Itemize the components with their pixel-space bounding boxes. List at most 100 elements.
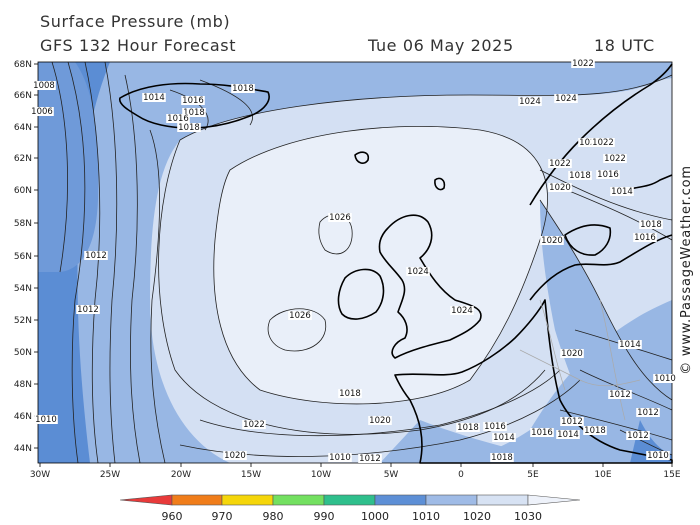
svg-text:1006: 1006 [31,107,53,117]
isobar-label: 1022 [548,159,572,169]
watermark: © www.PassageWeather.com [679,165,694,375]
longitude-axis: 30W 25W 20W 15W 10W 5W 0 5E 10E 15E [30,463,681,480]
isobar-label: 1024 [518,97,542,107]
lat-tick-label: 56N [14,252,32,262]
isobar-label: 1012 [636,408,660,418]
isobar-label: 1012 [76,305,100,315]
colorbar-segment [476,494,529,506]
svg-text:1024: 1024 [451,306,473,316]
svg-text:1024: 1024 [555,94,577,104]
svg-text:1018: 1018 [339,389,361,399]
isobar-label: 1010 [646,451,670,461]
isobar-label: 1024 [578,138,602,148]
svg-text:1018: 1018 [569,171,591,181]
lat-tick-label: 54N [14,284,32,294]
colorbar-segment [171,494,223,506]
isobar-label: 1008 [32,81,56,91]
lon-tick-label: 20W [171,470,191,480]
isobar [84,62,101,463]
svg-text:1016: 1016 [484,422,506,432]
colorbar-tick-label: 980 [263,510,284,523]
isobar [267,308,327,352]
iceland-coast [118,82,270,129]
svg-text:1018: 1018 [232,84,254,94]
isobar [199,369,561,437]
isobar-label: 1020 [223,451,247,461]
isobar-label: 1018 [490,453,514,463]
svg-text:1020: 1020 [369,416,391,426]
svg-text:1018: 1018 [178,123,200,133]
isobar [559,409,672,441]
lat-tick-label: 66N [14,91,32,101]
svg-text:1026: 1026 [289,311,311,321]
colorbar-segment [272,494,325,506]
lon-tick-label: 5W [384,470,399,480]
isobar-label: 1016 [596,170,620,180]
coastlines [118,63,673,464]
lat-tick-label: 52N [14,316,32,326]
isobar-label: 1016 [166,114,190,124]
isobar-label: 1012 [358,454,382,464]
isobar [149,129,166,463]
colorbar-tick-label: 1020 [463,510,491,523]
isobar-label: 1024 [406,267,430,277]
isobar-label: 1026 [288,311,312,321]
isobar-label: 1010 [34,415,58,425]
forecast-time: 18 UTC [594,36,655,55]
great-britain-coast [378,214,482,359]
isobars [51,62,672,463]
pressure-map: 68N66N64N62N60N58N56N54N52N50N48N46N44N … [14,59,681,480]
colorbar-segment [221,494,274,506]
isobar [124,74,141,463]
isobar [158,139,546,435]
border-line [539,299,566,391]
svg-text:1022: 1022 [549,159,571,169]
ireland-coast [337,268,385,320]
isobar-label: 1018 [583,426,607,436]
watermark-text: © www.PassageWeather.com [679,165,694,375]
isobar-label: 1018 [456,423,480,433]
norway-coast [529,63,673,206]
isobar-label: 1018 [177,123,201,133]
svg-text:1026: 1026 [329,213,351,223]
lon-tick-label: 5E [527,470,539,480]
svg-text:1024: 1024 [407,267,429,277]
isobar-label: 1020 [548,183,572,193]
borders [519,299,641,421]
lat-tick-label: 68N [14,60,32,70]
isobar-label: 1010 [328,453,352,463]
svg-text:1008: 1008 [33,81,55,91]
colorbar-segment [425,494,478,506]
colorbar-tick-label: 1000 [361,510,389,523]
isobar-label: 1026 [328,213,352,223]
isobar [51,62,68,273]
svg-text:1014: 1014 [143,93,165,103]
lat-tick-label: 62N [14,154,32,164]
isobar-label: 1022 [591,138,615,148]
svg-text:1014: 1014 [493,433,515,443]
lat-tick-label: 50N [14,348,32,358]
svg-text:1018: 1018 [491,453,513,463]
baltic-coast [529,234,673,301]
svg-text:1014: 1014 [611,187,633,197]
isobar-labels: 1022102410261026102410241024102210221020… [30,59,677,464]
lat-tick-label: 64N [14,123,32,133]
isobar-label: 1014 [610,187,634,197]
map-frame [37,61,673,464]
colorbar-segment [374,494,427,506]
lon-tick-label: 15E [663,470,680,480]
svg-text:1010: 1010 [35,415,57,425]
svg-text:1016: 1016 [531,428,553,438]
forecast-date: Tue 06 May 2025 [368,36,514,55]
colorbar-tick-label: 960 [162,510,183,523]
fill-high-core [213,126,548,404]
isobar-label: 1016 [530,428,554,438]
lon-tick-label: 0 [458,470,464,480]
isobar-label: 1022 [242,420,266,430]
isobar-label: 1016 [181,96,205,106]
svg-text:1022: 1022 [604,154,626,164]
lon-tick-label: 25W [100,470,120,480]
isobar-label: 1014 [492,433,516,443]
isobar-label: 1012 [608,390,632,400]
lat-tick-label: 44N [14,444,32,454]
